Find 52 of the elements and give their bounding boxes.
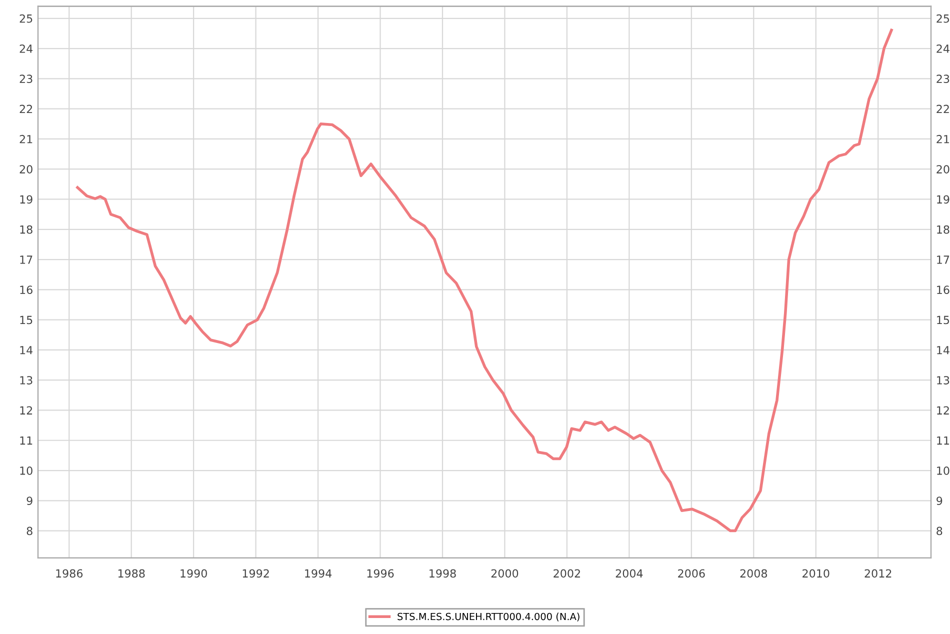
y2-tick-label: 24 xyxy=(936,44,950,53)
y2-tick-label: 10 xyxy=(937,466,950,475)
y-tick-label: 10 xyxy=(20,466,32,475)
y-tick-label: 18 xyxy=(20,225,32,234)
x-tick-label: 2004 xyxy=(616,569,643,578)
x-tick-label: 2010 xyxy=(802,569,830,578)
x-tick-label: 2000 xyxy=(491,569,518,578)
y-tick-label: 23 xyxy=(20,74,32,84)
y2-tick-label: 13 xyxy=(937,376,950,384)
y-tick-label: 9 xyxy=(26,496,32,506)
y2-tick-label: 22 xyxy=(936,104,949,114)
y2-tick-label: 23 xyxy=(936,74,950,84)
y-tick-label: 17 xyxy=(20,256,32,264)
x-tick-label: 1994 xyxy=(305,569,332,578)
y2-tick-label: 20 xyxy=(936,165,950,174)
legend-label: STS.M.ES.S.UNEH.RTT000.4.000 (N.A) xyxy=(398,612,580,622)
x-tick-label: 1990 xyxy=(180,569,207,578)
y2-tick-label: 18 xyxy=(937,225,950,234)
x-tick-label: 1996 xyxy=(367,569,394,578)
y-tick-label: 24 xyxy=(20,44,33,53)
y2-tick-label: 21 xyxy=(936,134,949,144)
y-tick-label: 20 xyxy=(20,165,32,174)
line-series xyxy=(76,28,893,532)
y2-tick-label: 25 xyxy=(936,14,950,23)
y-tick-label: 16 xyxy=(20,286,32,294)
y-tick-label: 22 xyxy=(20,104,32,114)
x-tick-label: 2002 xyxy=(554,569,580,578)
y2-tick-label: 11 xyxy=(937,436,949,445)
y2-tick-label: 14 xyxy=(937,346,950,354)
y2-tick-label: 19 xyxy=(937,195,950,204)
y2-tick-label: 12 xyxy=(937,406,949,414)
x-tick-label: 1998 xyxy=(430,569,456,578)
y2-tick-label: 16 xyxy=(937,286,950,294)
x-tick-label: 2008 xyxy=(740,569,768,578)
x-tick-label: 2012 xyxy=(864,569,892,578)
y2-tick-label: 17 xyxy=(937,256,950,264)
y-tick-label: 19 xyxy=(20,195,32,204)
x-tick-label: 1992 xyxy=(242,569,269,578)
y-tick-label: 21 xyxy=(20,134,32,144)
y-tick-label: 12 xyxy=(20,406,32,414)
x-tick-label: 1988 xyxy=(118,569,145,578)
y2-tick-label: 15 xyxy=(937,316,950,324)
y-tick-label: 8 xyxy=(26,526,32,536)
y-tick-label: 13 xyxy=(20,376,32,384)
x-tick-label: 1986 xyxy=(56,569,83,578)
y2-tick-label: 9 xyxy=(936,496,942,506)
y-tick-label: 14 xyxy=(20,346,33,354)
y2-tick-label: 8 xyxy=(936,526,942,536)
y-tick-label: 15 xyxy=(20,316,32,324)
x-tick-label: 2006 xyxy=(678,569,705,578)
y-tick-label: 11 xyxy=(20,436,32,445)
y-tick-label: 25 xyxy=(20,14,32,23)
